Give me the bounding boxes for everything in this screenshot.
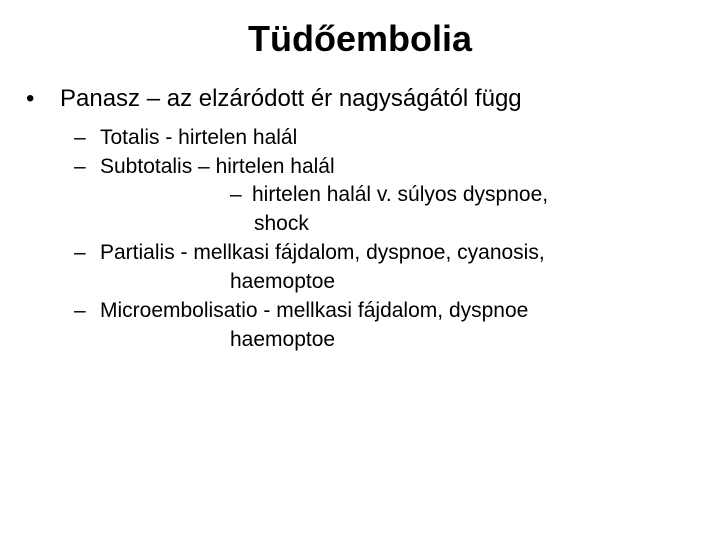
dash-icon: – (74, 240, 100, 267)
slide: Tüdőembolia • Panasz – az elzáródott ér … (0, 0, 720, 540)
slide-content: • Panasz – az elzáródott ér nagyságától … (0, 84, 720, 354)
item-continuation: haemoptoe (74, 269, 700, 296)
bullet-dot-icon: • (20, 84, 60, 115)
item-continuation: haemoptoe (74, 327, 700, 354)
level2-group: – Totalis - hirtelen halál – Subtotalis … (20, 125, 700, 354)
list-item: – Microembolisatio - mellkasi fájdalom, … (74, 298, 700, 325)
list-item: – Totalis - hirtelen halál (74, 125, 700, 152)
subitem-continuation: shock (74, 211, 700, 238)
list-item: – Partialis - mellkasi fájdalom, dyspnoe… (74, 240, 700, 267)
item-text: Totalis - hirtelen halál (100, 125, 297, 152)
dash-icon: – (74, 298, 100, 325)
slide-title: Tüdőembolia (0, 0, 720, 84)
list-item: – Subtotalis – hirtelen halál (74, 154, 700, 181)
subitem-text: hirtelen halál v. súlyos dyspnoe, (252, 182, 548, 209)
dash-icon: – (74, 125, 100, 152)
item-text: Microembolisatio - mellkasi fájdalom, dy… (100, 298, 528, 325)
dash-icon: – (230, 182, 252, 209)
dash-icon: – (74, 154, 100, 181)
level1-text: Panasz – az elzáródott ér nagyságától fü… (60, 84, 522, 115)
item-text: Subtotalis – hirtelen halál (100, 154, 335, 181)
item-text: Partialis - mellkasi fájdalom, dyspnoe, … (100, 240, 545, 267)
bullet-level1: • Panasz – az elzáródott ér nagyságától … (20, 84, 700, 115)
list-subitem: – hirtelen halál v. súlyos dyspnoe, (74, 182, 700, 209)
